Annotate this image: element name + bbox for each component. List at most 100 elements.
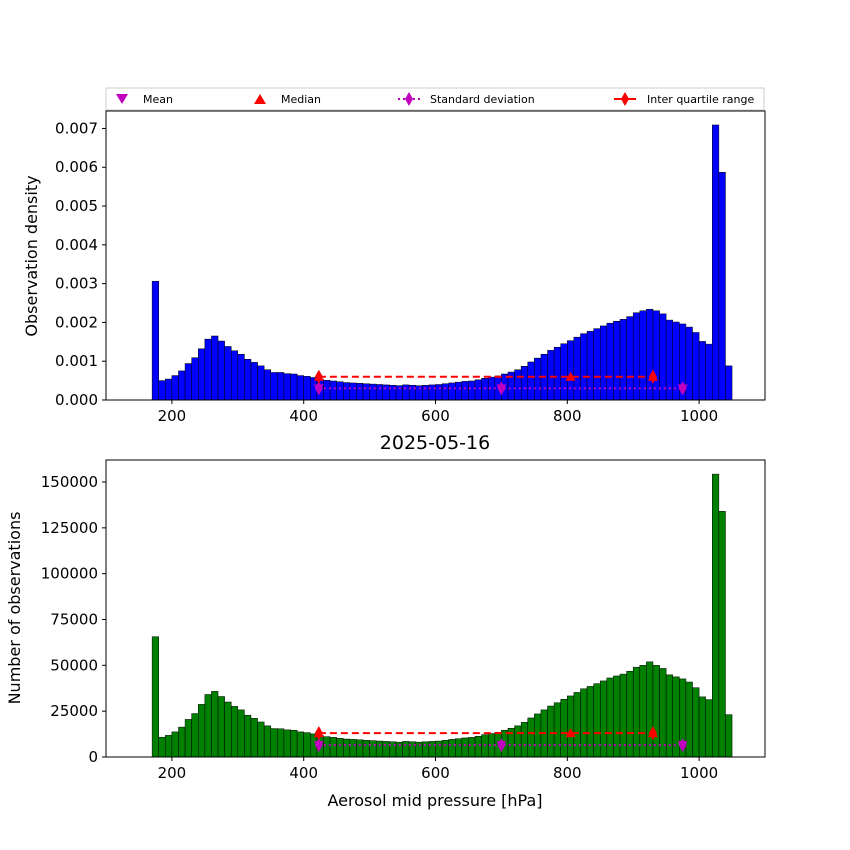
density-bar (178, 370, 186, 401)
density-axes: 200 400 600 800 1000 0.000 0.001 0.002 0.003 0.00… (55, 119, 718, 425)
count-bar (184, 719, 192, 758)
density-mean-marker (313, 384, 324, 394)
count-y-tick-label: 125000 (41, 519, 98, 537)
count-bar (151, 636, 159, 758)
density-x-tick-label: 200 (158, 407, 187, 425)
legend: Mean Median Standard deviation Inter qua… (105, 87, 765, 111)
count-bar (270, 728, 278, 758)
count-bar (263, 725, 272, 758)
count-bar (534, 713, 542, 758)
std-marker-icon (405, 92, 413, 106)
density-bar (435, 384, 443, 401)
count-bar (705, 699, 713, 758)
count-x-tick-label: 800 (553, 764, 582, 782)
count-bar (290, 729, 298, 758)
count-bar (230, 706, 239, 758)
count-bar (448, 739, 456, 758)
count-bar (303, 732, 311, 758)
density-bar (375, 384, 384, 401)
count-bar (692, 687, 700, 758)
count-bar (712, 473, 720, 758)
density-mean-marker (677, 384, 688, 394)
density-bar (263, 369, 272, 401)
count-bar (441, 740, 449, 758)
density-bar (685, 326, 693, 401)
density-bar (639, 310, 647, 401)
iqr-marker-icon (621, 92, 629, 106)
density-bar (303, 376, 311, 401)
count-bar (520, 722, 529, 758)
density-bar (652, 310, 660, 401)
density-y-tick-label: 0.005 (55, 197, 98, 215)
density-bar (712, 124, 720, 401)
density-bar (224, 346, 232, 401)
density-bar (158, 380, 166, 401)
density-median-marker (313, 371, 324, 381)
count-bar (382, 741, 390, 758)
density-y-axis-label: Observation density (22, 175, 41, 336)
legend-item-std: Standard deviation (398, 92, 535, 106)
count-bar (527, 717, 535, 758)
count-axes: 200 400 600 800 1000 0 25000 50000 75000 100000 12… (41, 473, 718, 782)
count-stats-overlay (313, 726, 688, 753)
density-x-tick-label: 400 (289, 407, 318, 425)
count-bar (553, 702, 561, 758)
density-median-marker (647, 371, 658, 381)
count-median-marker (565, 728, 576, 738)
density-bar (514, 369, 522, 401)
count-bar (211, 691, 219, 758)
count-bar (560, 699, 568, 758)
legend-label-std: Standard deviation (430, 93, 535, 106)
density-bar (362, 383, 370, 401)
density-bar (211, 335, 219, 401)
density-bar (230, 350, 239, 401)
density-bar (520, 366, 529, 401)
count-bar (191, 713, 199, 758)
density-bar (455, 381, 463, 401)
count-bar (474, 736, 482, 758)
count-chart: 2025-05-16 200 400 600 800 1000 0 25000 50000 75… (5, 432, 766, 810)
density-bar (448, 382, 456, 401)
density-bar (165, 378, 173, 401)
count-bar (725, 714, 733, 758)
count-bar (698, 696, 706, 758)
count-y-tick-label: 50000 (50, 656, 98, 674)
count-median-marker (647, 728, 658, 738)
density-y-tick-label: 0.006 (55, 158, 98, 176)
count-bar (567, 695, 575, 758)
density-bar (349, 382, 357, 401)
density-bar (573, 336, 581, 401)
count-bar (455, 738, 463, 758)
density-bar (560, 343, 568, 401)
count-y-tick-label: 0 (88, 748, 98, 766)
density-bar (283, 373, 291, 401)
density-bar (356, 383, 364, 401)
density-bar (586, 331, 594, 401)
density-bar (184, 363, 192, 401)
count-bar (461, 737, 469, 758)
density-x-tick-label: 1000 (680, 407, 718, 425)
density-bar (277, 372, 285, 401)
density-bar (692, 332, 700, 401)
count-y-tick-label: 150000 (41, 473, 98, 491)
count-bar (329, 737, 337, 758)
density-bar (461, 381, 469, 401)
count-bar (342, 738, 351, 758)
density-bar (244, 359, 252, 401)
count-bar (217, 696, 225, 758)
count-bar (468, 737, 476, 758)
density-bar (191, 357, 199, 401)
density-bar (580, 333, 588, 401)
density-y-tick-label: 0.004 (55, 236, 98, 254)
density-bar (237, 353, 245, 401)
legend-label-iqr: Inter quartile range (647, 93, 754, 106)
count-bar (158, 736, 166, 758)
density-bar (171, 375, 179, 401)
density-y-tick-label: 0.003 (55, 275, 98, 293)
count-y-tick-label: 75000 (50, 611, 98, 629)
count-bar (165, 735, 173, 758)
density-bar (705, 343, 713, 401)
density-bar (151, 281, 159, 401)
density-bar (672, 321, 680, 401)
